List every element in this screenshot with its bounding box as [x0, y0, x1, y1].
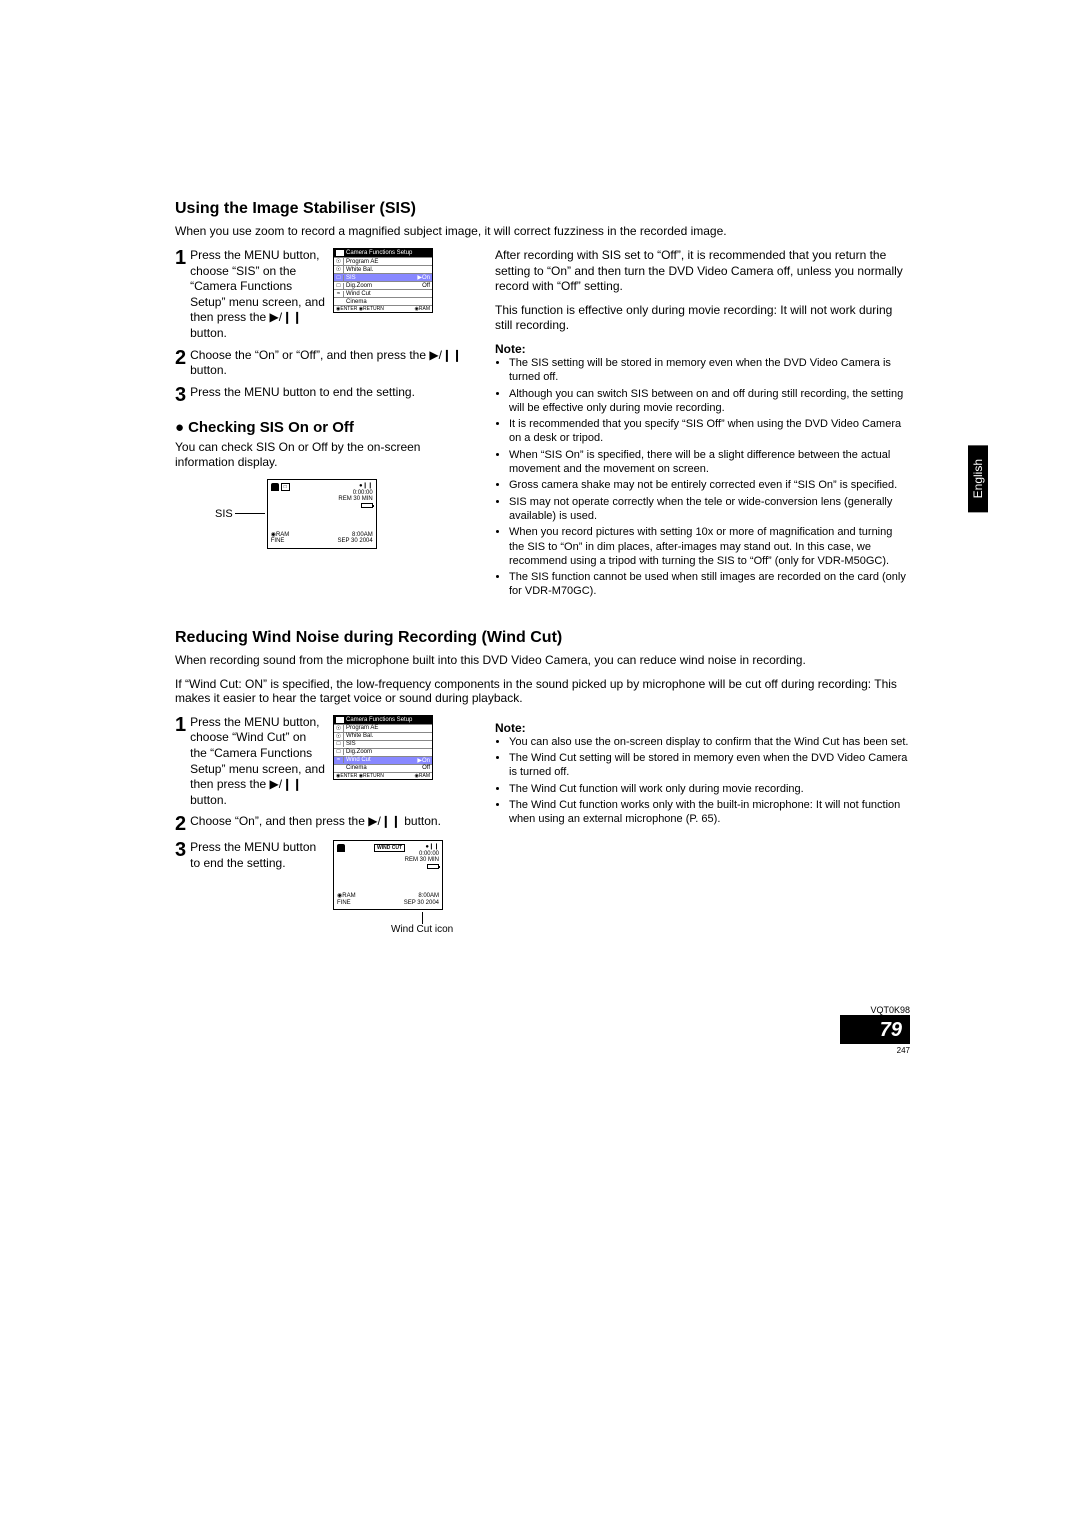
- step-number: 2: [175, 814, 186, 834]
- section-sis: Using the Image Stabiliser (SIS) When yo…: [175, 200, 910, 601]
- intro-windcut-2: If “Wind Cut: ON” is specified, the low-…: [175, 677, 910, 705]
- note-heading: Note:: [495, 342, 910, 356]
- section-windcut: Reducing Wind Noise during Recording (Wi…: [175, 629, 910, 936]
- screen-sis: □ ●❙❙ 0:00:00 REM 30 MIN ◉RAM FINE 8: [267, 479, 377, 549]
- step-text: Press the MENU button, choose “Wind Cut”…: [190, 715, 325, 809]
- page-number: 79: [840, 1015, 910, 1044]
- left-column: 1 Press the MENU button, choose “Wind Cu…: [175, 715, 465, 936]
- left-column: 1 Press the MENU button, choose “SIS” on…: [175, 248, 465, 601]
- step-number: 3: [175, 385, 186, 405]
- subheading-check-sis: Checking SIS On or Off: [175, 419, 465, 436]
- step-number: 2: [175, 348, 186, 379]
- subtext: You can check SIS On or Off by the on-sc…: [175, 440, 465, 471]
- note-list-windcut: You can also use the on-screen display t…: [495, 735, 910, 827]
- step-text: Press the MENU button to end the setting…: [190, 385, 465, 405]
- step-text: Choose the “On” or “Off”, and then press…: [190, 348, 465, 379]
- note-list-sis: The SIS setting will be stored in memory…: [495, 356, 910, 599]
- note-heading: Note:: [495, 721, 910, 735]
- heading-windcut: Reducing Wind Noise during Recording (Wi…: [175, 629, 910, 647]
- heading-sis: Using the Image Stabiliser (SIS): [175, 200, 910, 218]
- para: This function is effective only during m…: [495, 303, 910, 334]
- language-tab: English: [968, 445, 988, 512]
- step-number: 1: [175, 715, 186, 809]
- menu-screenshot-1: Camera Functions Setup ☉Program AE ☉Whit…: [333, 248, 433, 313]
- right-column: After recording with SIS set to “Off”, i…: [495, 248, 910, 601]
- menu-screenshot-2: Camera Functions Setup ☉Program AE ☉Whit…: [333, 715, 433, 780]
- step-text: Choose “On”, and then press the ▶/❙❙ but…: [190, 814, 465, 834]
- step-text: Press the MENU button to end the setting…: [190, 840, 325, 871]
- page-footer: VQT0K98 79 247: [840, 1005, 910, 1055]
- right-column: Note: You can also use the on-screen dis…: [495, 715, 910, 936]
- para: After recording with SIS set to “Off”, i…: [495, 248, 910, 295]
- step-number: 1: [175, 248, 186, 342]
- step-text: Press the MENU button, choose “SIS” on t…: [190, 248, 325, 342]
- sis-pointer: SIS □ ●❙❙ 0:00:00 REM 30 MIN ◉RAM FINE: [215, 479, 465, 549]
- windcut-icon-pointer: Wind Cut icon: [391, 912, 453, 935]
- intro-windcut-1: When recording sound from the microphone…: [175, 653, 910, 667]
- step-number: 3: [175, 840, 186, 871]
- intro-sis: When you use zoom to record a magnified …: [175, 224, 910, 238]
- page-content: Using the Image Stabiliser (SIS) When yo…: [175, 200, 910, 935]
- document-id: VQT0K98: [840, 1005, 910, 1015]
- screen-windcut: WIND CUT ●❙❙ 0:00:00 REM 30 MIN ◉RAM FIN…: [333, 840, 443, 910]
- sub-page-number: 247: [840, 1046, 910, 1055]
